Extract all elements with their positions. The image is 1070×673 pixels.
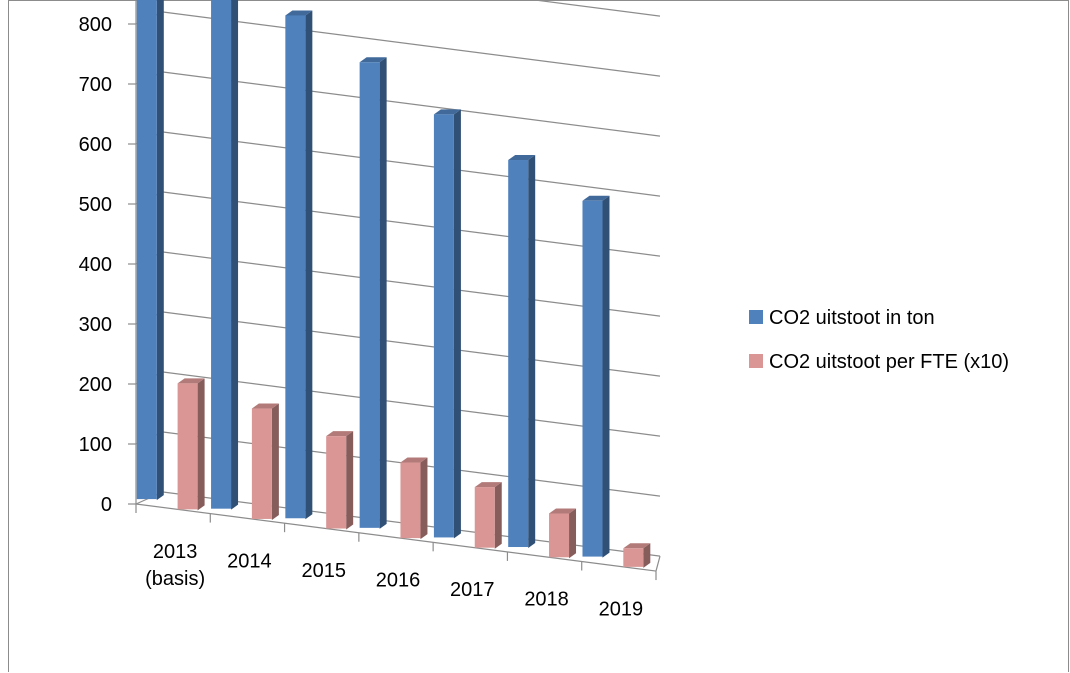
- gridline: [162, 191, 661, 257]
- bar-s1-6-top: [508, 155, 536, 161]
- bar-s2-4-front: [400, 462, 421, 539]
- bar-s1-4-front: [359, 62, 380, 528]
- x-tick-label: 2019: [599, 598, 644, 620]
- bar-s2-2: [251, 403, 279, 520]
- bar-s1-6-front: [508, 160, 529, 548]
- bar-s1-3-top: [285, 10, 313, 16]
- bar-s1-5-front: [433, 114, 454, 538]
- bar-s1-7-front: [582, 200, 603, 557]
- x-axis-line: [135, 503, 657, 572]
- bar-s1-4: [359, 57, 387, 529]
- bar-s2-7-front: [623, 548, 644, 567]
- gridline: [162, 371, 661, 437]
- y-tick-label: 500: [79, 194, 112, 216]
- bar-s1-2: [211, 0, 239, 510]
- bar-s2-6-side: [569, 508, 577, 559]
- x-tick-label: 2014: [227, 550, 272, 572]
- legend-label-co2-fte: CO2 uitstoot per FTE (x10): [769, 351, 1009, 373]
- y-tick-label: 400: [79, 254, 112, 276]
- bar-s2-4-side: [420, 457, 428, 540]
- bar-s2-3: [326, 431, 354, 530]
- bar-s2-5-top: [474, 482, 502, 488]
- bar-s2-1-side: [197, 378, 205, 511]
- bar-s1-5-top: [433, 109, 461, 115]
- bar-s2-1-top: [177, 378, 205, 384]
- bar-s2-7-side: [643, 543, 651, 568]
- bar-s2-2-top: [251, 403, 279, 409]
- x-tick-label-line: 2018: [524, 589, 569, 611]
- gridline: [162, 71, 661, 137]
- x-tick-label-line: (basis): [145, 568, 205, 590]
- bar-s2-6: [549, 508, 577, 559]
- bar-s2-3-top: [326, 431, 354, 437]
- x-tick-label-line: 2019: [599, 598, 644, 620]
- legend-swatch-co2-fte: [749, 354, 763, 368]
- gridline: [530, 0, 661, 17]
- x-tick-label: 2017: [450, 579, 495, 601]
- bar-s2-4: [400, 457, 428, 540]
- bar-s1-3-front: [285, 15, 306, 519]
- y-tick-label: 800: [79, 14, 112, 36]
- x-tick-label-line: 2015: [301, 560, 346, 582]
- bar-s2-7: [623, 543, 651, 568]
- bar-s2-6-front: [549, 513, 570, 558]
- bar-s2-6-top: [549, 508, 577, 514]
- y-tick-label: 700: [79, 74, 112, 96]
- bar-s1-7-top: [582, 195, 610, 201]
- bar-s2-5: [474, 482, 502, 549]
- y-axis-tick-labels: 0100200300400500600700800900: [79, 14, 112, 516]
- bar-s2-1-front: [177, 383, 198, 510]
- bar-s1-3-side: [305, 10, 313, 520]
- x-tick-label: 2016: [376, 570, 421, 592]
- bar-s2-2-front: [251, 408, 272, 519]
- x-tick-label-line: 2013: [153, 541, 198, 563]
- bar-s1-2-front: [211, 0, 232, 509]
- x-tick-label: 2015: [301, 560, 346, 582]
- axes: [128, 0, 661, 581]
- bar-s1-1-front: [136, 0, 157, 500]
- x-tick-label: 2013 (basis): [145, 541, 205, 590]
- legend: CO2 uitstoot in ton CO2 uitstoot per FTE…: [749, 307, 1009, 373]
- bar-s2-7-top: [623, 543, 651, 549]
- floor-right-edge: [655, 555, 661, 572]
- gridline: [162, 131, 661, 197]
- bar-s1-5-side: [453, 109, 461, 539]
- gridline: [162, 11, 661, 77]
- bar-s2-1: [177, 378, 205, 511]
- bar-s1-1: [136, 0, 164, 501]
- bar-s1-6: [508, 155, 536, 549]
- bar-s1-7: [582, 195, 610, 558]
- bar-s1-1-side: [156, 0, 164, 501]
- bar-s2-2-side: [271, 403, 279, 520]
- legend-label-co2-ton: CO2 uitstoot in ton: [769, 307, 935, 329]
- bar-s1-6-side: [528, 155, 536, 549]
- gridline: [162, 311, 661, 377]
- y-tick-label: 100: [79, 434, 112, 456]
- bars: [136, 0, 651, 568]
- y-tick-label: 200: [79, 374, 112, 396]
- legend-swatch-co2-ton: [749, 310, 763, 324]
- x-tick-label-line: 2014: [227, 550, 272, 572]
- bar-s2-4-top: [400, 457, 428, 463]
- bar-s1-5: [433, 109, 461, 539]
- bar-s1-7-side: [602, 195, 610, 558]
- x-tick-label: 2018: [524, 589, 569, 611]
- y-tick-label: 600: [79, 134, 112, 156]
- gridline: [162, 251, 661, 317]
- bar-s2-5-side: [494, 482, 502, 549]
- x-axis-tick-labels: 2013 (basis) 2014 2015 2016 2017 2018 2019: [145, 541, 643, 620]
- y-tick-label: 300: [79, 314, 112, 336]
- bar-s1-2-side: [231, 0, 239, 510]
- bar-s1-3: [285, 10, 313, 520]
- bar-s1-4-top: [359, 57, 387, 63]
- bar-s1-4-side: [379, 57, 387, 529]
- bar-s2-5-front: [474, 487, 495, 548]
- bar-s2-3-front: [326, 436, 347, 529]
- x-tick-label-line: 2017: [450, 579, 495, 601]
- x-tick-label-line: 2016: [376, 570, 421, 592]
- bar-s2-3-side: [346, 431, 354, 530]
- y-tick-label: 0: [101, 494, 112, 516]
